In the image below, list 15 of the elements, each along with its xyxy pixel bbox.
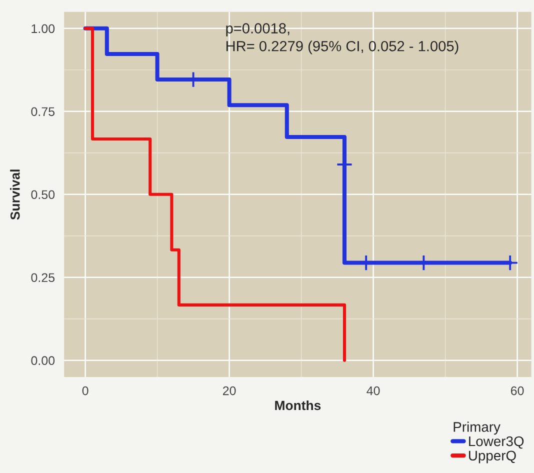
legend-title: Primary bbox=[454, 422, 500, 435]
y-tick-label: 1.00 bbox=[32, 24, 55, 34]
y-tick-label: 0.25 bbox=[31, 273, 55, 282]
y-tick-label: 0.75 bbox=[31, 107, 55, 116]
x-tick-label: 20 bbox=[222, 386, 236, 396]
x-tick-label: 40 bbox=[366, 386, 380, 396]
y-tick-label: 0.00 bbox=[31, 356, 55, 366]
x-axis-title: Months bbox=[275, 400, 321, 410]
legend-label: UpperQ bbox=[469, 450, 516, 464]
y-axis-title: Survival bbox=[10, 170, 20, 220]
legend-label: Lower3Q bbox=[469, 436, 524, 449]
annotation: p=0.0018, HR= 0.2279 (95% CI, 0.052 - 1.005) bbox=[226, 23, 458, 54]
x-tick-label: 60 bbox=[510, 386, 524, 396]
x-tick-label: 0 bbox=[82, 386, 88, 396]
y-tick-label: 0.50 bbox=[31, 190, 55, 200]
